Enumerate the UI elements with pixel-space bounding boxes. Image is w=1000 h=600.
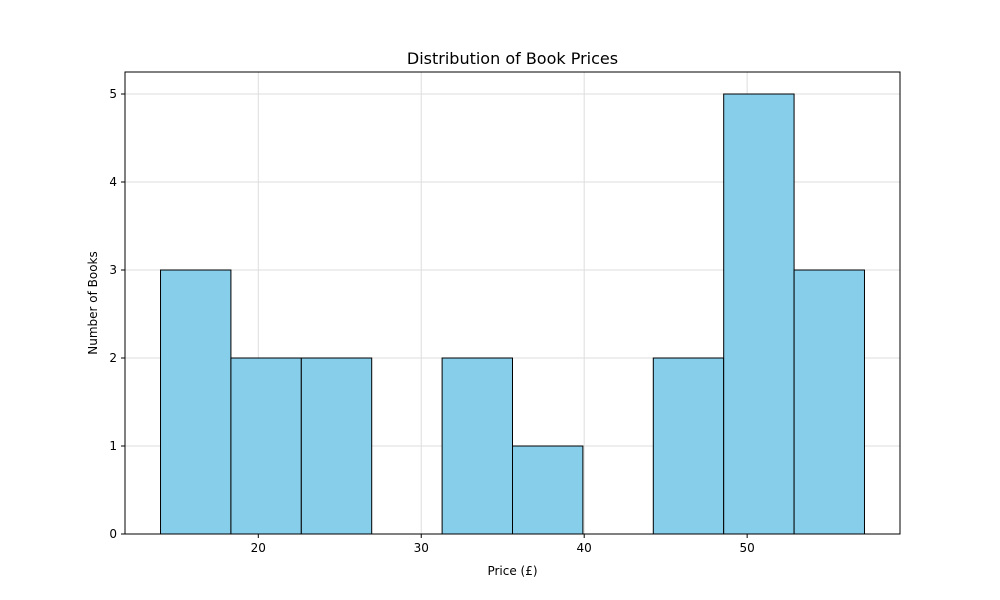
y-tick-label: 3 bbox=[109, 263, 117, 277]
histogram-bar bbox=[512, 445, 584, 535]
histogram-bar bbox=[300, 357, 373, 535]
plot-frame bbox=[124, 71, 901, 535]
x-tick-label: 20 bbox=[251, 541, 266, 555]
y-tick-label: 4 bbox=[109, 175, 117, 189]
histogram-bar bbox=[793, 269, 865, 535]
y-tick-label: 2 bbox=[109, 351, 117, 365]
y-tick-label: 0 bbox=[109, 527, 117, 541]
x-tick-label: 50 bbox=[740, 541, 755, 555]
x-tick-label: 40 bbox=[577, 541, 592, 555]
y-axis-label: Number of Books bbox=[86, 251, 100, 355]
y-tick-label: 1 bbox=[109, 439, 117, 453]
bars-group bbox=[160, 93, 865, 535]
x-axis-ticks: 20 30 40 50 bbox=[251, 534, 755, 555]
x-axis-label: Price (£) bbox=[487, 564, 537, 578]
histogram-bar bbox=[652, 357, 725, 535]
chart-title: Distribution of Book Prices bbox=[407, 49, 618, 68]
histogram-bar bbox=[723, 93, 795, 535]
histogram-bar bbox=[230, 357, 302, 535]
y-tick-label: 5 bbox=[109, 87, 117, 101]
y-axis-ticks: 0 1 2 3 4 5 bbox=[109, 87, 125, 541]
histogram-bar bbox=[160, 269, 232, 535]
x-tick-label: 30 bbox=[414, 541, 429, 555]
histogram-bar bbox=[441, 357, 513, 535]
